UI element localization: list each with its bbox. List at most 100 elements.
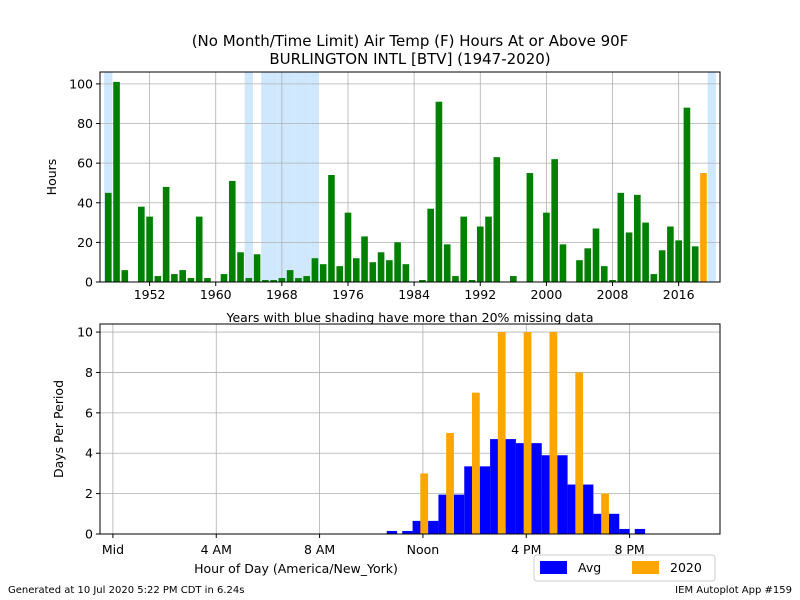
current-year-bar bbox=[575, 372, 584, 534]
year-bar bbox=[270, 280, 277, 282]
year-bar bbox=[551, 159, 558, 282]
current-year-bar bbox=[420, 473, 429, 534]
tick-label-x: 1968 bbox=[266, 287, 298, 302]
year-bar bbox=[361, 236, 368, 282]
year-bar bbox=[476, 226, 484, 282]
year-bar bbox=[510, 276, 517, 282]
year-bar bbox=[171, 274, 178, 282]
year-bar bbox=[485, 216, 492, 282]
tick-label-y: 60 bbox=[77, 156, 93, 171]
avg-bar bbox=[515, 443, 527, 534]
tick-label-y: 20 bbox=[77, 235, 93, 250]
missing-data-shade bbox=[244, 72, 253, 282]
year-bar bbox=[700, 173, 707, 282]
avg-bar bbox=[567, 484, 578, 534]
y-axis-label: Hours bbox=[44, 159, 59, 196]
avg-bar bbox=[541, 455, 553, 534]
current-year-bar bbox=[523, 332, 532, 534]
avg-bar bbox=[634, 528, 646, 534]
missing-data-shade bbox=[294, 72, 303, 282]
year-bar bbox=[658, 250, 666, 282]
year-bar bbox=[286, 270, 294, 282]
tick-label-y: 10 bbox=[77, 325, 93, 340]
year-bar bbox=[228, 180, 236, 282]
legend: Avg 2020 bbox=[533, 554, 716, 582]
year-bar bbox=[154, 276, 162, 282]
year-bar bbox=[468, 280, 476, 282]
avg-bar bbox=[479, 466, 491, 534]
tick-label-x: 1952 bbox=[134, 287, 166, 302]
hour-of-day-panel: Mid 4 AM 8 AM Noon 4 PM 8 PM 0 2 4 6 8 10 Days Per P… bbox=[51, 323, 721, 582]
year-bar bbox=[427, 208, 434, 282]
year-bar bbox=[278, 278, 286, 282]
tick-label-x: Mid bbox=[102, 542, 124, 557]
avg-bar bbox=[453, 494, 465, 534]
tick-label-y: 40 bbox=[77, 195, 93, 210]
missing-data-shade bbox=[302, 72, 311, 282]
avg-bar bbox=[386, 530, 398, 534]
year-bar bbox=[253, 254, 261, 282]
year-bar bbox=[617, 192, 625, 282]
avg-bar bbox=[531, 443, 542, 534]
year-bar bbox=[559, 244, 567, 282]
legend-label-avg: Avg bbox=[578, 560, 601, 575]
tick-label-x: 2000 bbox=[530, 287, 562, 302]
year-bar bbox=[667, 226, 674, 282]
tick-label-x: 1960 bbox=[200, 287, 232, 302]
year-bar bbox=[319, 264, 327, 282]
y-axis-label: Days Per Period bbox=[51, 380, 66, 478]
year-bar bbox=[104, 192, 112, 282]
year-bar bbox=[600, 266, 608, 282]
year-bar bbox=[576, 260, 583, 282]
year-bar bbox=[443, 244, 451, 282]
year-bar bbox=[526, 173, 534, 282]
legend-label-2020: 2020 bbox=[670, 560, 702, 575]
current-year-bar bbox=[472, 392, 480, 534]
avg-bar bbox=[557, 455, 568, 534]
tick-label-x: 1976 bbox=[332, 287, 364, 302]
missing-data-shade bbox=[286, 72, 295, 282]
year-bar bbox=[138, 206, 145, 282]
tick-label-y: 6 bbox=[85, 405, 93, 420]
avg-bar bbox=[490, 439, 501, 534]
year-bar bbox=[237, 252, 244, 282]
avg-bar bbox=[438, 494, 449, 534]
chart-title-line1: (No Month/Time Limit) Air Temp (F) Hours… bbox=[192, 32, 629, 50]
tick-label-x: 8 AM bbox=[304, 542, 335, 557]
year-bar bbox=[220, 274, 228, 282]
year-bar bbox=[377, 252, 385, 282]
tick-label-x: 4 PM bbox=[511, 542, 541, 557]
year-bar bbox=[642, 222, 649, 282]
tick-label-x: 1992 bbox=[464, 287, 496, 302]
year-bar bbox=[419, 280, 426, 282]
year-bar bbox=[452, 276, 459, 282]
year-bar bbox=[328, 175, 335, 282]
year-bar bbox=[204, 278, 211, 282]
avg-bar bbox=[583, 484, 594, 534]
plot-frame bbox=[99, 71, 721, 283]
current-year-bar bbox=[497, 332, 506, 534]
year-bar bbox=[543, 212, 550, 282]
avg-bar bbox=[608, 513, 620, 534]
tick-label-y: 4 bbox=[85, 446, 93, 461]
year-bar bbox=[435, 101, 443, 282]
year-bar bbox=[195, 216, 203, 282]
year-bar bbox=[683, 107, 691, 283]
missing-data-shade bbox=[310, 72, 320, 282]
legend-box bbox=[533, 554, 716, 582]
legend-swatch-2020 bbox=[632, 561, 659, 574]
year-bar bbox=[336, 266, 344, 282]
year-bar bbox=[460, 216, 468, 282]
year-bar bbox=[121, 270, 129, 282]
avg-bar bbox=[505, 439, 516, 534]
tick-label-y: 80 bbox=[77, 116, 93, 131]
tick-label-y: 0 bbox=[85, 275, 93, 290]
year-bar bbox=[584, 248, 592, 282]
tick-label-x: 2008 bbox=[597, 287, 629, 302]
year-bar bbox=[592, 228, 600, 282]
year-bar bbox=[609, 280, 616, 282]
year-bar bbox=[675, 240, 682, 282]
legend-swatch-avg bbox=[540, 561, 567, 574]
chart-title-line2: BURLINGTON INTL [BTV] (1947-2020) bbox=[269, 50, 550, 68]
